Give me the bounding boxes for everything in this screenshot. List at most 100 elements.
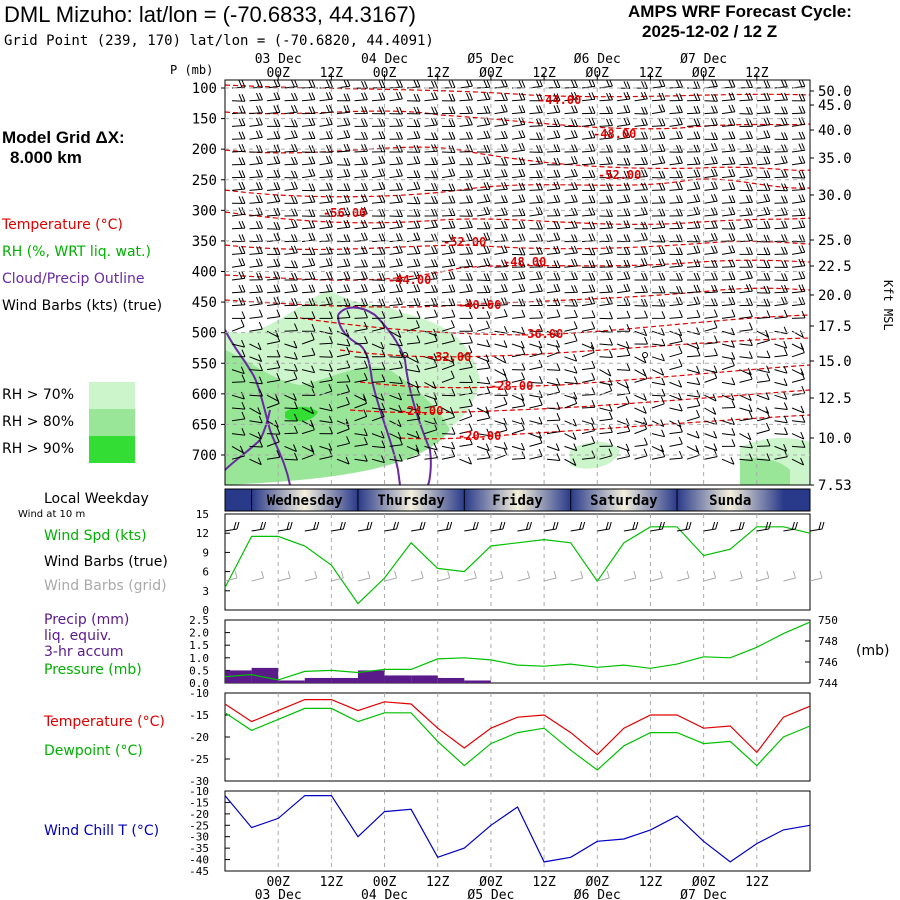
wind-barb xyxy=(669,258,683,268)
weekday-label: Thursday xyxy=(377,493,445,509)
wind-barb xyxy=(756,220,771,230)
top-date-label: 03 Dec xyxy=(255,52,302,67)
wind-barb xyxy=(739,156,753,166)
surface-wind-barb xyxy=(570,521,586,532)
wind-barb xyxy=(476,130,491,140)
wind-barb xyxy=(284,245,298,255)
wind-barb xyxy=(424,422,438,435)
wind-barb xyxy=(371,273,386,281)
wind-barb xyxy=(354,350,368,359)
wind-barb xyxy=(231,220,246,230)
wind-barb xyxy=(406,355,419,364)
top-date-label: Ø5 Dec xyxy=(467,52,514,67)
wind-barb xyxy=(476,443,490,452)
wind-barb xyxy=(651,195,666,204)
wind-barb xyxy=(704,181,718,191)
wind-barb xyxy=(756,247,771,256)
wind-barb xyxy=(231,258,246,268)
wind-barb xyxy=(459,324,473,332)
wind-barb xyxy=(704,393,717,402)
wind-barb xyxy=(371,220,386,230)
wind-barb xyxy=(494,355,507,364)
wind-barb xyxy=(459,375,473,383)
precip-bar xyxy=(384,675,412,683)
wind-barb xyxy=(231,196,246,204)
wind-barb xyxy=(284,393,297,401)
y-tick-label: 12 xyxy=(196,527,209,540)
wind-barb xyxy=(494,373,508,383)
wind-barb xyxy=(564,366,578,374)
cross-section-panel: -44.00 -48.00 -52.00 -56.00 -52.00 -48.0… xyxy=(170,63,895,494)
legend-cloud: Cloud/Precip Outline xyxy=(2,271,145,287)
surface-wind-barb xyxy=(783,521,798,532)
wind-barb xyxy=(284,363,298,372)
grid-wind-barb xyxy=(597,570,610,582)
top-hour-label: Ø0Z xyxy=(586,66,610,81)
wind-barb xyxy=(529,182,543,191)
height-axis-label: Kft MSL xyxy=(881,280,895,331)
wind-barb xyxy=(371,259,386,268)
wind-barb xyxy=(336,234,351,243)
wind-barb xyxy=(599,130,613,140)
wind-barb xyxy=(354,360,368,371)
wind-barb xyxy=(301,444,315,453)
wind-barb xyxy=(284,260,298,269)
wind-barb xyxy=(406,311,421,319)
wind-barb xyxy=(721,297,736,307)
wind-barb xyxy=(511,130,526,140)
wind-barb xyxy=(301,131,316,140)
wind-barb xyxy=(616,208,631,217)
wind-barb xyxy=(686,284,701,294)
wind-barb xyxy=(564,220,578,230)
wind-barb xyxy=(651,396,665,409)
wind-barb xyxy=(406,119,421,128)
wind-barb xyxy=(669,436,683,447)
wind-barb xyxy=(371,131,386,140)
wind-barb xyxy=(582,272,596,281)
wind-barb xyxy=(564,156,578,166)
wind-barb xyxy=(616,449,631,460)
wind-barb xyxy=(564,321,578,332)
wind-barb xyxy=(476,360,491,371)
wind-barb xyxy=(529,195,543,204)
wind-barb xyxy=(739,219,753,230)
wind-barb xyxy=(511,271,526,281)
wind-barb xyxy=(686,144,701,153)
wind-barb xyxy=(494,169,508,179)
y-tick-label: 15 xyxy=(196,508,209,521)
wind-barb xyxy=(389,360,403,371)
wind-barb xyxy=(302,311,316,319)
wind-barb xyxy=(511,398,526,409)
wind-barb xyxy=(756,145,771,153)
wind-barb xyxy=(704,284,718,294)
wind-barb xyxy=(336,219,351,230)
wind-barb xyxy=(459,92,473,102)
wind-barb xyxy=(231,374,246,383)
wind-barb xyxy=(406,270,421,281)
precip-label: Precip (mm) xyxy=(44,612,130,628)
wind-barb xyxy=(546,402,561,410)
weekday-label: Saturday xyxy=(590,493,658,509)
wind-barb xyxy=(249,246,263,255)
wind-barb xyxy=(336,105,351,115)
wind-barb xyxy=(634,106,648,115)
wind-barb xyxy=(476,258,491,268)
wind-barb xyxy=(249,195,263,204)
legend-rh90: RH > 90% xyxy=(2,441,75,457)
wind-barb xyxy=(669,93,683,102)
y-tick-label: 1.5 xyxy=(189,639,209,652)
wind-barb xyxy=(721,439,736,447)
wind-barb xyxy=(231,105,246,115)
wind-barb xyxy=(529,271,543,281)
wind-barb xyxy=(564,354,578,362)
wind-barb xyxy=(791,155,806,166)
wind-barb xyxy=(774,449,788,460)
wind-barb xyxy=(266,194,281,204)
wind-barb xyxy=(739,432,752,441)
wind-barb xyxy=(581,310,596,319)
surface-wind-barb xyxy=(411,521,426,532)
wind-barb xyxy=(319,91,333,102)
wind-barb xyxy=(249,342,262,351)
wind-barb xyxy=(704,132,718,140)
wind-barb xyxy=(599,284,613,294)
